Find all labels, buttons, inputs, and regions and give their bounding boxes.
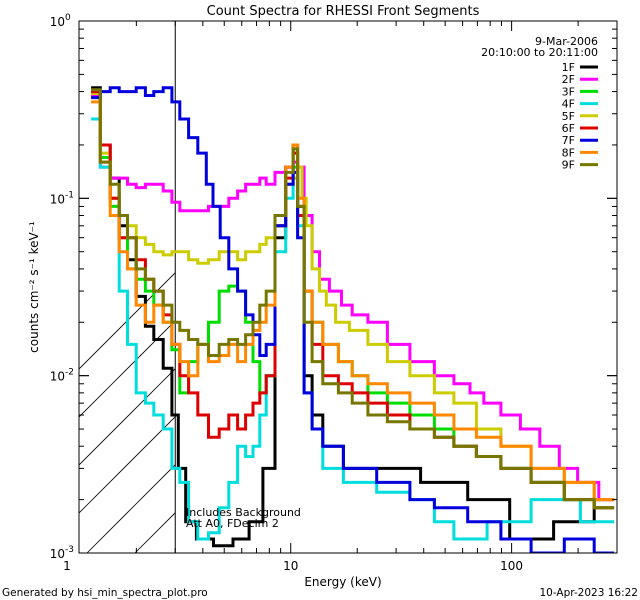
legend-label-5F: 5F — [562, 110, 575, 123]
hatch-line — [79, 416, 176, 514]
hatch-region — [79, 13, 640, 553]
annotation-attenuator: Att A0, FDecim 2 — [186, 517, 279, 530]
series-line-8F — [91, 100, 615, 502]
hatch-line — [79, 272, 176, 370]
y-tick-label: 10 — [50, 547, 65, 561]
hatch-line — [375, 13, 640, 553]
series-line-5F — [91, 92, 615, 502]
legend-label-6F: 6F — [562, 122, 575, 135]
axis-ticks — [79, 20, 618, 554]
x-axis-label: Energy (keV) — [304, 575, 381, 589]
hatch-line — [615, 13, 640, 553]
x-tick-label: 100 — [500, 559, 523, 573]
hatch-line — [79, 368, 176, 466]
y-tick-label: 10 — [50, 370, 65, 384]
hatch-line — [79, 320, 176, 418]
hatch-line — [279, 13, 640, 553]
legend-label-3F: 3F — [562, 85, 575, 98]
y-tick-exponent: 0 — [65, 13, 71, 23]
legend-label-4F: 4F — [562, 98, 575, 111]
series-line-2F — [91, 94, 615, 502]
x-tick-label: 1 — [63, 559, 71, 573]
plot-frame — [78, 20, 618, 554]
legend-label-8F: 8F — [562, 146, 575, 159]
y-tick-exponent: -1 — [65, 190, 74, 200]
legend-label-2F: 2F — [562, 73, 575, 86]
legend-label-1F: 1F — [562, 61, 575, 74]
hatch-line — [327, 13, 640, 553]
y-tick-label: 10 — [50, 192, 65, 206]
hatch-line — [519, 13, 640, 553]
series-line-6F — [91, 90, 615, 510]
hatch-line — [471, 13, 640, 553]
legend-label-9F: 9F — [562, 159, 575, 172]
y-tick-exponent: -3 — [65, 545, 74, 555]
series-line-3F — [91, 90, 615, 510]
y-axis-label: counts cm⁻² s⁻¹ keV⁻¹ — [27, 221, 41, 353]
chart-title: Count Spectra for RHESSI Front Segments — [207, 4, 480, 19]
series-line-1F — [91, 86, 615, 548]
x-tick-label: 10 — [283, 559, 298, 573]
y-tick-exponent: -2 — [65, 368, 74, 378]
series-line-9F — [91, 88, 615, 510]
annotation-background: Includes Background — [186, 506, 301, 519]
date-label: 9-Mar-2006 — [535, 35, 598, 48]
y-tick-label: 10 — [50, 15, 65, 29]
footer-timestamp: 10-Apr-2023 16:22 — [539, 587, 638, 599]
time-range-label: 20:10:00 to 20:11:00 — [481, 46, 598, 59]
legend-label-7F: 7F — [562, 134, 575, 147]
hatch-line — [86, 464, 176, 553]
series-layer — [91, 86, 615, 553]
footer-generated-by: Generated by hsi_min_spectra_plot.pro — [2, 587, 208, 599]
